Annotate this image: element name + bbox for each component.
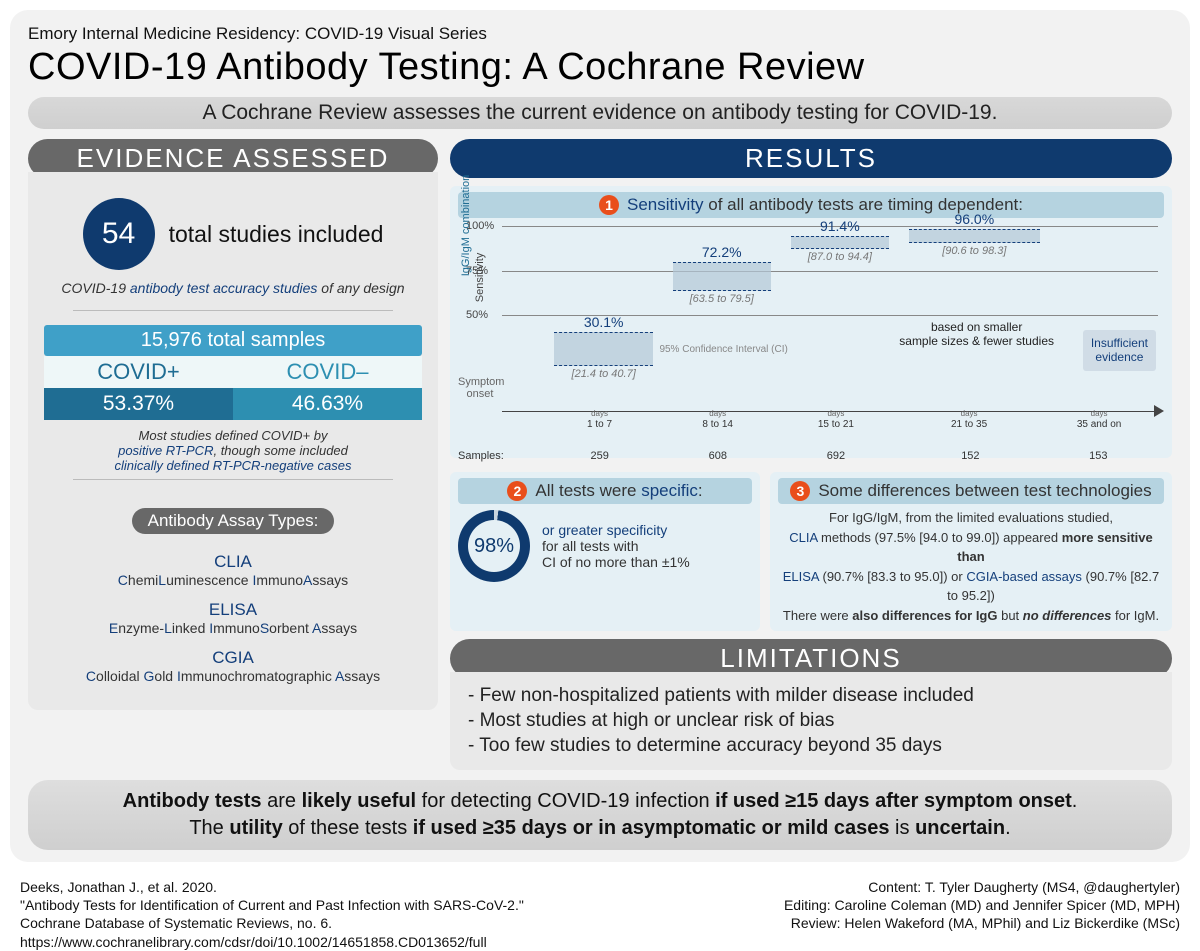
- sample-count: 259: [591, 450, 609, 462]
- assay-full: Enzyme-Linked ImmunoSorbent Assays: [44, 620, 422, 636]
- covid-neg-label: COVID–: [233, 356, 422, 388]
- x-segment-label: days8 to 14: [673, 408, 763, 430]
- evidence-header: EVIDENCE ASSESSED: [28, 139, 438, 178]
- limitations-list: - Few non-hospitalized patients with mil…: [450, 672, 1172, 770]
- x-segment-label: days21 to 35: [909, 408, 1029, 430]
- footer-credits: Content: T. Tyler Daugherty (MS4, @daugh…: [784, 878, 1180, 951]
- covid-split-values: 53.37% 46.63%: [44, 388, 422, 420]
- samples-label: Samples:: [458, 450, 504, 462]
- result-3-panel: 3 Some differences between test technolo…: [770, 472, 1172, 631]
- limitation-item: - Few non-hospitalized patients with mil…: [468, 685, 1154, 707]
- x-segment-label: days15 to 21: [791, 408, 881, 430]
- series-label: Emory Internal Medicine Residency: COVID…: [28, 24, 1172, 44]
- symptom-onset-label: Symptomonset: [458, 376, 502, 400]
- tech-comparison-text: For IgG/IgM, from the limited evaluation…: [778, 508, 1164, 625]
- evidence-panel: EVIDENCE ASSESSED 54 total studies inclu…: [28, 139, 438, 770]
- result-1-badge: 1: [599, 195, 619, 215]
- result-2-badge: 2: [507, 481, 527, 501]
- assay-full: ChemiLuminescence ImmunoAssays: [44, 572, 422, 588]
- chart-note: based on smallersample sizes & fewer stu…: [899, 320, 1054, 349]
- results-header: RESULTS: [450, 139, 1172, 178]
- covid-pos-pct: 53.37%: [44, 388, 233, 420]
- subtitle: A Cochrane Review assesses the current e…: [28, 97, 1172, 129]
- studies-label: total studies included: [169, 221, 384, 248]
- limitation-item: - Most studies at high or unclear risk o…: [468, 710, 1154, 732]
- assay-full: Colloidal Gold Immunochromatographic Ass…: [44, 668, 422, 684]
- footer-citation: Deeks, Jonathan J., et al. 2020."Antibod…: [20, 878, 524, 951]
- footer: Deeks, Jonathan J., et al. 2020."Antibod…: [0, 872, 1200, 951]
- ci-bar: 91.4%[87.0 to 94.4]: [791, 236, 889, 249]
- sensitivity-chart: IgG/IgM combination Sensitivity Symptomo…: [458, 222, 1164, 432]
- result-2-panel: 2 All tests were specific: 98% or greate…: [450, 472, 760, 631]
- infographic-page: Emory Internal Medicine Residency: COVID…: [10, 10, 1190, 862]
- specificity-donut: 98%: [458, 510, 530, 582]
- assay-abbr: CLIA: [44, 552, 422, 572]
- studies-n-badge: 54: [83, 198, 155, 270]
- ci-bar: 72.2%[63.5 to 79.5]: [673, 262, 771, 290]
- assay-abbr: ELISA: [44, 600, 422, 620]
- sample-count: 608: [709, 450, 727, 462]
- samples-total: 15,976 total samples: [44, 325, 422, 356]
- assay-header: Antibody Assay Types:: [132, 508, 335, 534]
- studies-count: 54 total studies included: [44, 198, 422, 270]
- chart-ylabel-2: Sensitivity: [474, 253, 486, 303]
- divider: [73, 479, 393, 480]
- assay-list: CLIAChemiLuminescence ImmunoAssays ELISAE…: [44, 552, 422, 684]
- x-segment-label: days35 and on: [1060, 408, 1138, 430]
- covid-pos-label: COVID+: [44, 356, 233, 388]
- sample-count: 152: [961, 450, 979, 462]
- limitation-item: - Too few studies to determine accuracy …: [468, 735, 1154, 757]
- conclusion-bar: Antibody tests are likely useful for det…: [28, 780, 1172, 850]
- insufficient-evidence-badge: Insufficientevidence: [1083, 330, 1156, 371]
- x-segment-label: days1 to 7: [555, 408, 645, 430]
- result-1-panel: 1 Sensitivity of all antibody tests are …: [450, 186, 1172, 458]
- divider: [73, 310, 393, 311]
- specificity-text: or greater specificity for all tests wit…: [542, 522, 690, 570]
- sample-count: 153: [1089, 450, 1107, 462]
- assay-abbr: CGIA: [44, 648, 422, 668]
- covid-neg-pct: 46.63%: [233, 388, 422, 420]
- result-3-badge: 3: [790, 481, 810, 501]
- ci-bar: 30.1%[21.4 to 40.7]: [554, 332, 652, 366]
- ci-bar: 96.0%[90.6 to 98.3]: [909, 229, 1040, 243]
- studies-desc: COVID-19 antibody test accuracy studies …: [44, 280, 422, 296]
- page-title: COVID-19 Antibody Testing: A Cochrane Re…: [28, 46, 1172, 89]
- covid-def-note: Most studies defined COVID+ by positive …: [44, 428, 422, 473]
- covid-split-header: COVID+ COVID–: [44, 356, 422, 388]
- xaxis-arrow-icon: [1154, 405, 1164, 417]
- sample-count: 692: [827, 450, 845, 462]
